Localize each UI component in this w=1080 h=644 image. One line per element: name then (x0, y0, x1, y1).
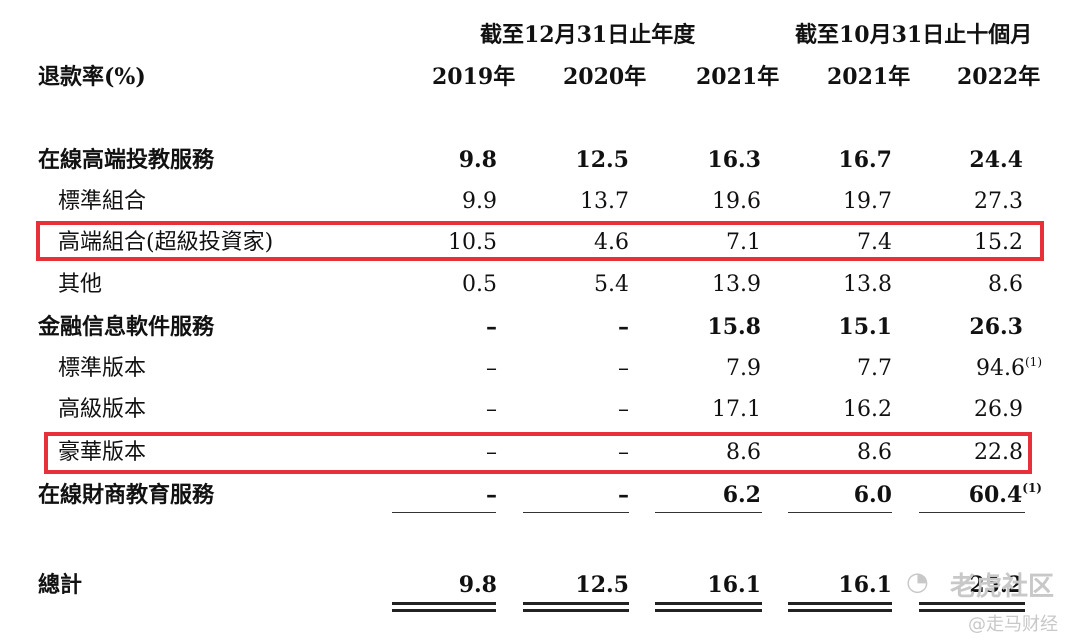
header-year-3: 2021年 (696, 64, 780, 90)
row-value-2021-10m: 7.7 (857, 356, 892, 381)
total-double-rule-3 (655, 602, 762, 612)
row-value-2021: 6.2 (722, 482, 761, 508)
row-value-2021-10m: 16.7 (838, 147, 892, 173)
row-label: 豪華版本 (58, 440, 147, 465)
row-value-2021: 7.9 (726, 356, 761, 381)
total-double-rule-5 (919, 602, 1025, 612)
header-year-5: 2022年 (957, 64, 1041, 90)
row-label: 高端組合(超級投資家) (58, 230, 274, 255)
header-year-2: 2020年 (563, 64, 647, 90)
row-value-2021-10m: 16.2 (843, 397, 892, 422)
row-value-2021-10m: 19.7 (843, 189, 892, 214)
row-value-2022-10m: 24.4 (969, 147, 1023, 173)
total-value-2020: 12.5 (575, 572, 629, 598)
row-value-2020: – (618, 440, 629, 465)
header-year-1: 2019年 (432, 64, 516, 90)
footnote-marker: (1) (1025, 355, 1042, 369)
row-value-2019: 9.8 (458, 147, 497, 173)
subtotal-rule-1 (392, 512, 496, 513)
subtotal-rule-4 (788, 512, 892, 513)
subtotal-rule-2 (523, 512, 629, 513)
row-value-2020: – (618, 314, 629, 340)
row-value-2020: 5.4 (594, 272, 629, 297)
total-double-rule-1 (392, 602, 496, 612)
row-value-2020: – (618, 482, 629, 508)
row-value-2019: – (486, 482, 497, 508)
total-double-rule-4 (788, 602, 892, 612)
row-value-2021: 16.3 (707, 147, 761, 173)
highlight-box-super-investor (36, 221, 1044, 261)
row-value-2020: – (618, 397, 629, 422)
row-value-2019: – (486, 356, 497, 381)
row-value-2022-10m: 8.6 (988, 272, 1023, 297)
row-value-2019: 9.9 (462, 189, 497, 214)
row-value-2020: 12.5 (575, 147, 629, 173)
row-value-2021-10m: 6.0 (853, 482, 892, 508)
row-value-2021: 13.9 (712, 272, 761, 297)
row-value-2021-10m: 13.8 (843, 272, 892, 297)
row-label: 在線財商教育服務 (38, 482, 215, 508)
subtotal-rule-3 (655, 512, 762, 513)
row-value-2021-10m: 15.1 (838, 314, 892, 340)
row-value-2019: – (486, 440, 497, 465)
row-value-2021-10m: 8.6 (857, 440, 892, 465)
row-value-2019: – (486, 314, 497, 340)
row-value-2021: 17.1 (712, 397, 761, 422)
row-value-2021: 7.1 (726, 230, 761, 255)
highlight-box-luxury-version (44, 432, 1032, 474)
row-label: 高級版本 (58, 397, 147, 422)
subtotal-rule-5 (919, 512, 1025, 513)
row-value-2022-10m: 22.8 (974, 440, 1023, 465)
total-value-2022-10m: 25.2 (969, 572, 1023, 598)
header-group-year: 截至12月31日止年度 (480, 22, 696, 48)
row-value-2022-10m: 27.3 (974, 189, 1023, 214)
row-value-2022-10m: 60.4(1) (968, 481, 1042, 508)
row-value-2021: 19.6 (712, 189, 761, 214)
watermark-sub: @走马财经 (968, 614, 1058, 635)
row-value-2021-10m: 7.4 (857, 230, 892, 255)
row-label: 金融信息軟件服務 (38, 314, 215, 340)
header-year-4: 2021年 (827, 64, 911, 90)
row-value-2019: 0.5 (462, 272, 497, 297)
row-value-2020: 4.6 (594, 230, 629, 255)
total-value-2021: 16.1 (707, 572, 761, 598)
row-value-2019: – (486, 397, 497, 422)
row-label: 標準版本 (58, 356, 147, 381)
total-double-rule-2 (523, 602, 629, 612)
total-value-2019: 9.8 (458, 572, 497, 598)
footnote-marker: (1) (1022, 481, 1042, 495)
total-label: 總計 (38, 572, 83, 598)
row-value-2022-10m: 26.9 (974, 397, 1023, 422)
row-value-2019: 10.5 (448, 230, 497, 255)
row-label: 在線高端投教服務 (38, 147, 215, 173)
total-value-2021-10m: 16.1 (838, 572, 892, 598)
header-group-ten-months: 截至10月31日止十個月 (795, 22, 1033, 48)
header-row-label: 退款率(%) (38, 64, 146, 90)
watermark-main: 老虎社区 (950, 572, 1055, 602)
row-value-2020: 13.7 (580, 189, 629, 214)
row-value-2022-10m: 94.6(1) (976, 355, 1042, 381)
row-label: 標準組合 (58, 189, 147, 214)
row-value-2020: – (618, 356, 629, 381)
row-label: 其他 (58, 272, 103, 297)
row-value-2022-10m: 15.2 (974, 230, 1023, 255)
watermark-logo-icon: ◔ (906, 567, 929, 597)
row-value-2021: 8.6 (726, 440, 761, 465)
row-value-2021: 15.8 (707, 314, 761, 340)
row-value-2022-10m: 26.3 (969, 314, 1023, 340)
